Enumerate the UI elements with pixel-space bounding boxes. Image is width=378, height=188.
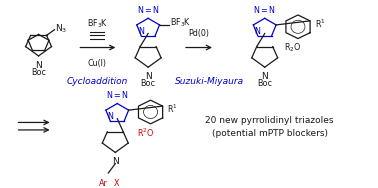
Text: (potential mPTP blockers): (potential mPTP blockers) xyxy=(212,129,328,138)
Text: N$=$N: N$=$N xyxy=(253,4,276,14)
Text: N$=$N: N$=$N xyxy=(106,89,129,100)
Text: N: N xyxy=(261,72,268,81)
Text: N: N xyxy=(138,27,144,36)
Text: N: N xyxy=(255,27,260,36)
Text: Suzuki-Miyaura: Suzuki-Miyaura xyxy=(175,77,245,86)
Text: Boc: Boc xyxy=(141,79,156,88)
Text: R$^1$: R$^1$ xyxy=(167,103,178,115)
Text: Boc: Boc xyxy=(31,68,46,77)
Text: R$^2$O: R$^2$O xyxy=(137,127,154,139)
Text: R$_2$O: R$_2$O xyxy=(284,41,302,54)
Text: BF$_3$K: BF$_3$K xyxy=(87,18,108,30)
Text: 20 new pyrrolidinyl triazoles: 20 new pyrrolidinyl triazoles xyxy=(206,116,334,125)
Text: R$^1$: R$^1$ xyxy=(315,18,326,30)
Text: N$_3$: N$_3$ xyxy=(56,23,68,35)
Text: N: N xyxy=(107,112,113,121)
Text: N: N xyxy=(35,61,42,70)
Text: N: N xyxy=(145,72,152,81)
Text: N$=$N: N$=$N xyxy=(137,4,160,14)
Text: X: X xyxy=(113,179,119,188)
Text: N: N xyxy=(112,157,119,166)
Text: Pd(0): Pd(0) xyxy=(189,29,209,38)
Text: Cu(I): Cu(I) xyxy=(88,59,107,68)
Text: Ar: Ar xyxy=(99,179,108,188)
Text: Boc: Boc xyxy=(257,79,272,88)
Text: Cycloaddition: Cycloaddition xyxy=(67,77,128,86)
Text: BF$_3$K: BF$_3$K xyxy=(170,17,192,29)
